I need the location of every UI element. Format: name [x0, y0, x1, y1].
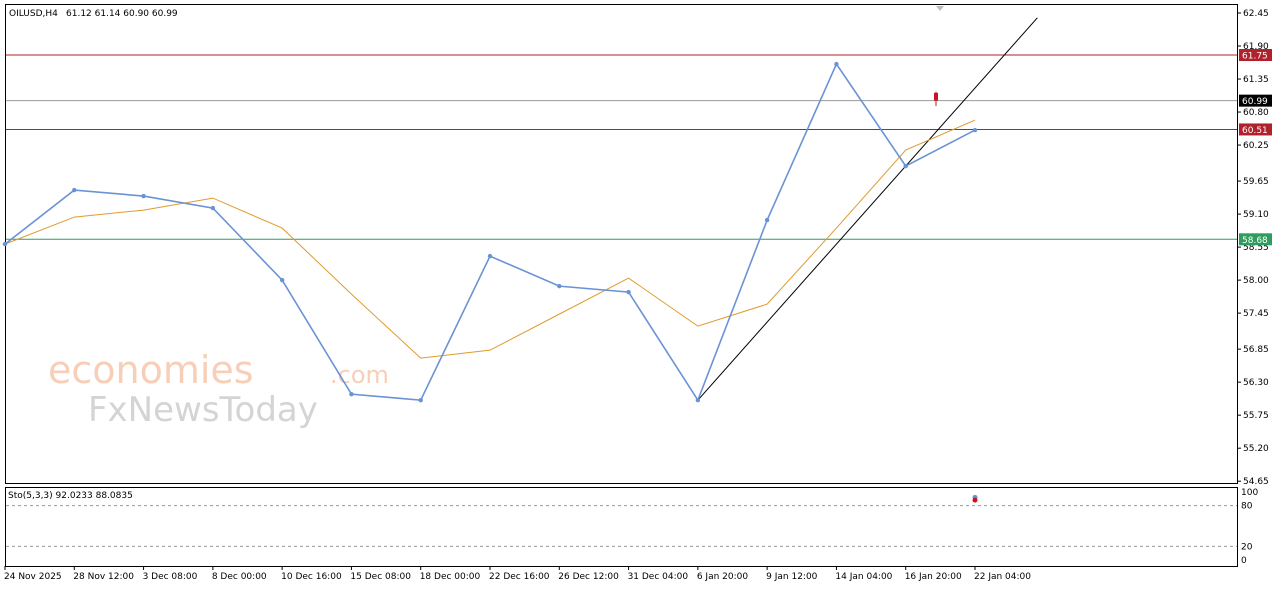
stoch-scale-label-4: 0	[1241, 556, 1247, 566]
price-point-4	[210, 205, 216, 211]
x-tick-label-1: 24 Nov 2025	[4, 572, 62, 582]
resistance-high-badge-label: 61.75	[1242, 52, 1268, 62]
stoch-plot-frame	[5, 487, 1238, 567]
stoch-label: Sto(5,3,3) 92.0233 88.0835	[8, 491, 133, 501]
current-price-badge	[1239, 94, 1272, 107]
main-series-layer	[2, 17, 1237, 403]
x-tick-label-6: 15 Dec 08:00	[350, 572, 411, 582]
stoch-scale-label-2: 80	[1241, 502, 1253, 512]
price-point-13	[834, 61, 839, 67]
y-tick-label-5: 60.25	[1243, 141, 1269, 151]
price-point-5	[279, 277, 285, 283]
price-point-15	[972, 127, 978, 133]
y-tick-label-13: 55.75	[1243, 411, 1269, 421]
y-tick-label-15: 54.65	[1243, 477, 1269, 487]
y-tick-label-3: 61.35	[1243, 75, 1269, 85]
y-tick-label-4: 60.80	[1243, 108, 1269, 118]
watermark-line1: economies	[48, 348, 254, 392]
price-point-2	[72, 187, 77, 193]
y-tick-label-8: 58.55	[1243, 243, 1269, 253]
x-tick-label-9: 26 Dec 12:00	[558, 572, 619, 582]
axis-layer: 62.45 61.90 61.35 60.80 60.25 59.65 59.10 58.55…	[4, 9, 1272, 582]
support-badge	[1239, 233, 1272, 246]
resistance-low-badge-label: 60.51	[1242, 126, 1268, 136]
price-point-7	[418, 397, 423, 403]
watermark-line1-suffix: .com	[330, 361, 389, 389]
y-tick-label-1: 62.45	[1243, 9, 1269, 19]
resistance-high-badge	[1239, 49, 1272, 62]
price-point-9	[557, 283, 562, 289]
moving-average-line	[4, 119, 976, 359]
chart-shift-marker[interactable]	[936, 6, 944, 11]
y-tick-label-14: 55.20	[1243, 444, 1269, 454]
ohlc-label: 61.12 61.14 60.90 60.99	[66, 9, 178, 19]
x-tick-label-11: 6 Jan 20:00	[697, 572, 749, 582]
y-tick-label-11: 56.85	[1243, 345, 1269, 355]
watermark-line2: FxNewsToday	[88, 390, 318, 430]
price-point-11	[695, 397, 701, 403]
x-tick-label-12: 9 Jan 12:00	[766, 572, 818, 582]
price-point-8	[487, 253, 493, 259]
y-tick-label-7: 59.10	[1243, 210, 1269, 220]
watermark: economies .com FxNewsToday	[48, 348, 389, 430]
price-point-14	[903, 163, 908, 169]
y-tick-label-9: 58.00	[1243, 276, 1269, 286]
x-tick-label-3: 3 Dec 08:00	[143, 572, 198, 582]
x-tick-label-15: 22 Jan 04:00	[974, 572, 1031, 582]
x-tick-label-14: 16 Jan 20:00	[905, 572, 962, 582]
support-badge-label: 58.68	[1242, 236, 1268, 246]
price-point-10	[626, 289, 631, 295]
candle-body-1	[934, 92, 938, 101]
current-price-badge-label: 60.99	[1242, 97, 1268, 107]
y-tick-label-12: 56.30	[1243, 378, 1269, 388]
x-tick-label-7: 18 Dec 00:00	[420, 572, 481, 582]
x-tick-label-8: 22 Dec 16:00	[489, 572, 550, 582]
symbol-label: OILUSD,H4	[9, 9, 58, 19]
price-point-3	[141, 193, 146, 199]
price-point-6	[349, 391, 354, 397]
x-tick-label-5: 10 Dec 16:00	[281, 572, 342, 582]
x-tick-label-10: 31 Dec 04:00	[628, 572, 689, 582]
resistance-low-badge	[1239, 123, 1272, 136]
trendline	[697, 17, 1038, 401]
stoch-layer: 100 80 20 0	[6, 488, 1258, 566]
main-plot-frame	[5, 4, 1238, 484]
stoch-scale-label-3: 20	[1241, 542, 1253, 552]
y-tick-label-10: 57.45	[1243, 309, 1269, 319]
x-tick-label-4: 8 Dec 00:00	[212, 572, 267, 582]
y-tick-label-2: 61.90	[1243, 42, 1269, 52]
price-point-12	[764, 217, 770, 223]
price-point-1	[2, 241, 8, 247]
y-tick-label-6: 59.65	[1243, 177, 1269, 187]
stoch-signal-point	[972, 497, 978, 503]
stoch-scale-label-1: 100	[1241, 488, 1258, 498]
x-tick-label-2: 28 Nov 12:00	[73, 572, 134, 582]
x-tick-label-13: 14 Jan 04:00	[835, 572, 892, 582]
